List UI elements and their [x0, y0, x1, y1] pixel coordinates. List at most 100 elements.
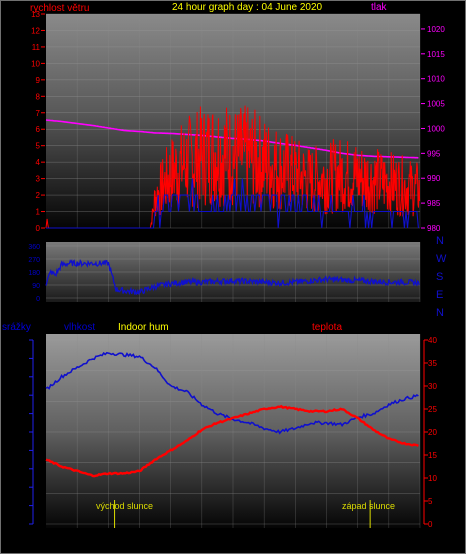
wind-tick-label: 6: [36, 125, 41, 134]
wind-x-tick-label: 12: [229, 232, 238, 241]
rain-tick-label: 70: [13, 391, 22, 400]
humidity-tick-label: 30: [34, 338, 42, 345]
pressure-tick-label: 1020: [427, 25, 445, 34]
temperature-tick-label: 25: [428, 405, 437, 414]
wind-x-tick-label: 04: [104, 232, 113, 241]
direction-tick-label: 90: [32, 283, 40, 290]
pressure-tick-label: 1005: [427, 100, 445, 109]
temperature-x-tick-label: 16: [291, 538, 300, 547]
wind-tick-label: 8: [36, 92, 41, 101]
temperature-chart-marks: [45, 351, 419, 528]
humidity-tick-label: 25: [34, 369, 42, 376]
wind-tick-label: 7: [36, 109, 41, 118]
temperature-x-tick-label: 04: [104, 538, 113, 547]
temperature-chart-grid: [46, 334, 421, 528]
temperature-x-tick-label: 20: [353, 538, 362, 547]
rain-tick-label: 20: [13, 483, 22, 492]
temperature-line: [45, 404, 419, 478]
rain-tick-label: 80: [13, 373, 22, 382]
wind-direction-line: [45, 259, 420, 296]
wind-chart-title: 24 hour graph day : 04 June 2020: [172, 2, 323, 13]
temperature-x-tick-label: 14: [260, 538, 269, 547]
temperature-x-tick-label: 12: [229, 538, 238, 547]
wind-x-tick-label: 22: [384, 232, 393, 241]
pressure-tick-label: 985: [427, 199, 441, 208]
pressure-axis-label: tlak: [371, 2, 388, 13]
wind-x-tick-label: 08: [166, 232, 175, 241]
rain-tick-label: 90: [13, 354, 22, 363]
temperature-tick-label: 35: [428, 359, 437, 368]
wind-x-tick-label: 02: [73, 232, 82, 241]
rain-tick-label: 30: [13, 465, 22, 474]
wind-x-tick-label: 16: [291, 232, 300, 241]
temperature-tick-label: 20: [428, 428, 437, 437]
wind-tick-label: 0: [36, 224, 41, 233]
sunset-label: západ slunce: [342, 501, 395, 511]
temperature-x-tick-label: 22: [384, 538, 393, 547]
temperature-x-tick-label: 08: [166, 538, 175, 547]
rain-tick-label: 100: [9, 336, 23, 345]
pressure-tick-label: 1010: [427, 75, 445, 84]
indoor-humidity-label: Indoor hum: [118, 322, 169, 333]
wind-tick-label: 1: [36, 208, 41, 217]
temperature-tick-label: 10: [428, 474, 437, 483]
temperature-tick-label: 0: [428, 520, 433, 529]
wind-x-tick-label: 14: [260, 232, 269, 241]
humidity-tick-label: 0: [38, 522, 42, 529]
wind-chart-marks: [45, 105, 421, 229]
compass-label: S: [436, 271, 443, 283]
temperature-x-tick-label: 06: [135, 538, 144, 547]
wind-tick-label: 13: [31, 10, 40, 19]
wind-chart-axes: 0123456789101112139809859909951000100510…: [31, 10, 445, 241]
humidity-tick-label: 10: [34, 461, 42, 468]
temperature-tick-label: 15: [428, 451, 437, 460]
rain-axis-label: srážky: [2, 322, 31, 333]
temperature-tick-label: 5: [428, 497, 433, 506]
temperature-chart-axes: 0102030405060708090100051015202530051015…: [9, 336, 438, 547]
temperature-tick-label: 40: [428, 336, 437, 345]
compass-label: N: [436, 307, 444, 319]
wind-tick-label: 3: [36, 175, 41, 184]
wind-x-tick-label: 18: [322, 232, 331, 241]
direction-chart-marks: [45, 259, 420, 296]
rain-tick-label: 10: [13, 502, 22, 511]
temperature-tick-label: 30: [428, 382, 437, 391]
pressure-tick-label: 995: [427, 149, 441, 158]
wind-x-tick-label: 10: [197, 232, 206, 241]
humidity-axis-label: vlhkost: [64, 322, 95, 333]
temperature-x-tick-label: 18: [322, 538, 331, 547]
wind-tick-label: 4: [36, 158, 41, 167]
rain-tick-label: 50: [13, 428, 22, 437]
wind-tick-label: 11: [32, 43, 41, 52]
direction-tick-label: 0: [36, 296, 40, 303]
wind-tick-label: 10: [31, 59, 40, 68]
compass-label: E: [436, 289, 443, 301]
wind-axis-label: rychlost větru: [30, 3, 89, 14]
direction-tick-label: 270: [28, 257, 40, 264]
direction-chart-grid: [46, 242, 421, 302]
wind-tick-label: 5: [36, 142, 41, 151]
wind-tick-label: 9: [36, 76, 41, 85]
wind-tick-label: 2: [36, 191, 41, 200]
rain-tick-label: 40: [13, 446, 22, 455]
wind-x-tick-label: 20: [353, 232, 362, 241]
humidity-tick-label: 20: [34, 399, 42, 406]
direction-tick-label: 360: [28, 244, 40, 251]
temperature-x-tick-label: 00: [416, 538, 425, 547]
direction-tick-label: 180: [28, 270, 40, 277]
rain-tick-label: 0: [18, 520, 23, 529]
humidity-tick-label: 5: [38, 491, 42, 498]
compass-label: W: [436, 253, 447, 265]
wind-tick-label: 12: [31, 26, 40, 35]
rain-tick-label: 60: [13, 410, 22, 419]
compass-label: N: [436, 235, 444, 247]
pressure-tick-label: 990: [427, 174, 441, 183]
temperature-axis-label: teplota: [312, 322, 342, 333]
pressure-tick-label: 980: [427, 224, 441, 233]
wind-average-line: [46, 178, 419, 229]
sunrise-label: východ slunce: [96, 501, 153, 511]
pressure-tick-label: 1015: [427, 50, 445, 59]
